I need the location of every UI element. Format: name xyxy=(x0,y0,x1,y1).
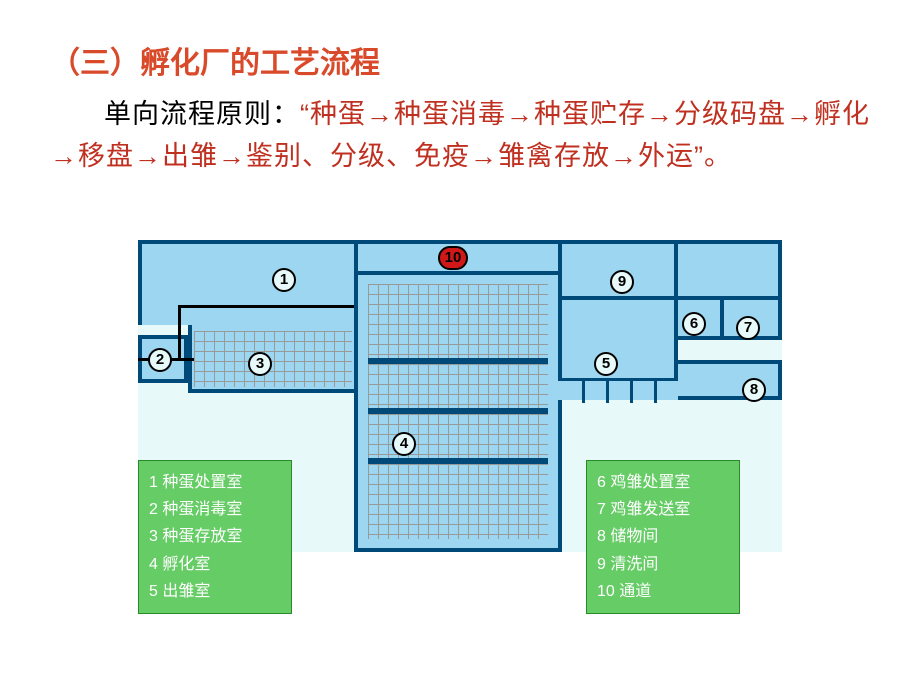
small-cells xyxy=(558,378,678,400)
number-2: 2 xyxy=(148,348,172,372)
number-3: 3 xyxy=(248,352,272,376)
legend-item: 2 种蛋消毒室 xyxy=(149,496,281,523)
room-8 xyxy=(674,360,782,400)
legend-item: 10 通道 xyxy=(597,578,729,605)
legend-item: 1 种蛋处置室 xyxy=(149,469,281,496)
band3 xyxy=(368,458,548,464)
room-block-left xyxy=(138,240,358,325)
legend-right: 6 鸡雏处置室7 鸡雏发送室8 储物间9 清洗间10 通道 xyxy=(586,460,740,614)
flow-v1 xyxy=(178,305,181,360)
number-4: 4 xyxy=(392,432,416,456)
grid-room3 xyxy=(194,331,352,387)
legend-item: 7 鸡雏发送室 xyxy=(597,496,729,523)
number-8: 8 xyxy=(742,378,766,402)
legend-item: 8 储物间 xyxy=(597,523,729,550)
number-7: 7 xyxy=(736,316,760,340)
legend-item: 4 孵化室 xyxy=(149,551,281,578)
number-1: 1 xyxy=(272,268,296,292)
body-text: 单向流程原则：“种蛋→种蛋消毒→种蛋贮存→分级码盘→孵化→移盘→出雏→鉴别、分级… xyxy=(50,94,870,178)
number-10: 10 xyxy=(438,246,468,270)
legend-left: 1 种蛋处置室2 种蛋消毒室3 种蛋存放室4 孵化室5 出雏室 xyxy=(138,460,292,614)
band2 xyxy=(368,408,548,414)
body-prefix: 单向流程原则： xyxy=(104,99,300,129)
number-9: 9 xyxy=(610,270,634,294)
title-text: （三）孵化厂的工艺流程 xyxy=(50,47,380,80)
section-title: （三）孵化厂的工艺流程 xyxy=(50,38,870,82)
legend-item: 5 出雏室 xyxy=(149,578,281,605)
number-6: 6 xyxy=(682,312,706,336)
band1 xyxy=(368,358,548,364)
flow-h2 xyxy=(178,305,354,308)
legend-item: 3 种蛋存放室 xyxy=(149,523,281,550)
legend-item: 9 清洗间 xyxy=(597,551,729,578)
legend-item: 6 鸡雏处置室 xyxy=(597,469,729,496)
floorplan-diagram: 1 2 3 4 5 6 7 8 9 10 1 种蛋处置室2 种蛋消毒室3 种蛋存放室4 孵化室5 … xyxy=(138,240,782,618)
number-5: 5 xyxy=(594,352,618,376)
